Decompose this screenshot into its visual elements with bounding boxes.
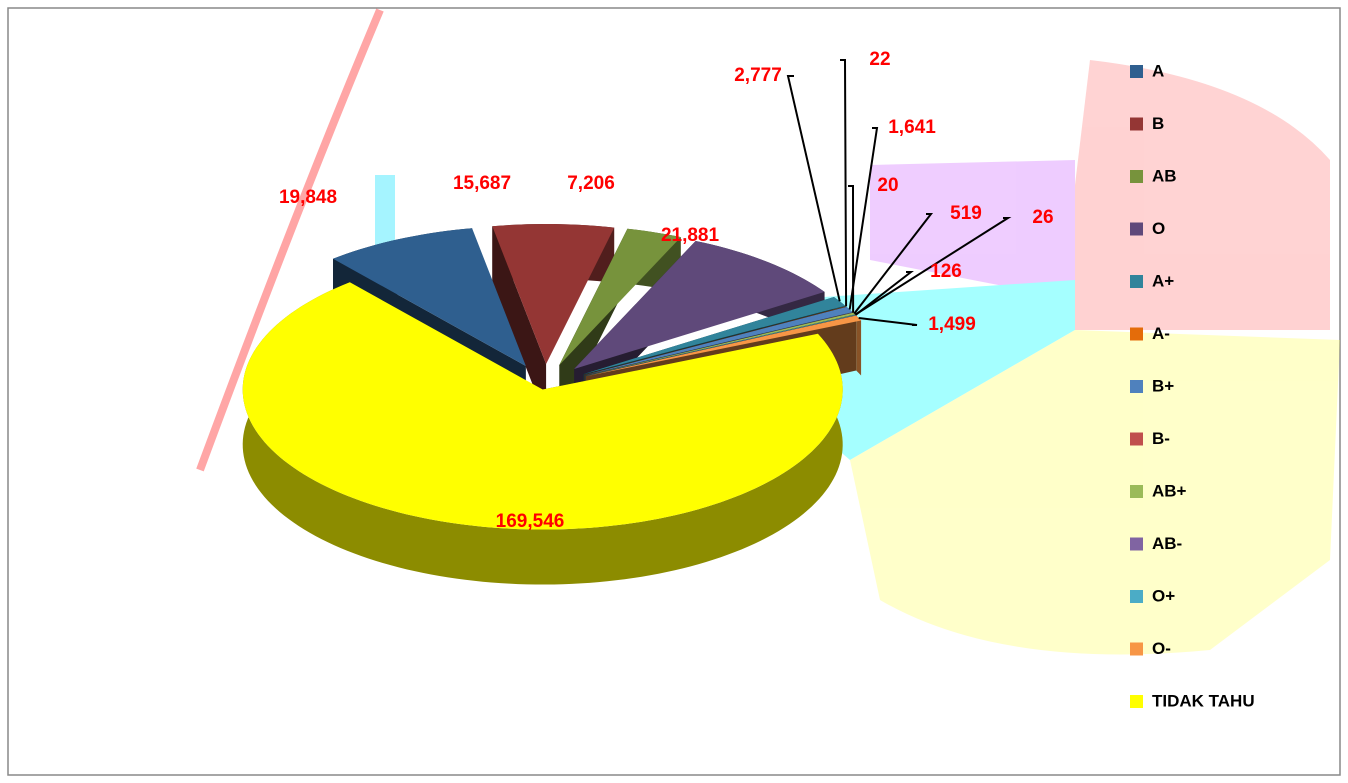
legend-label: B <box>1152 114 1164 133</box>
slice <box>585 315 862 377</box>
data-label: 1,499 <box>928 314 976 335</box>
data-label: 20 <box>877 175 898 196</box>
legend-label: AB- <box>1152 534 1182 553</box>
leader-line <box>840 59 848 307</box>
legend-swatch <box>1130 117 1143 131</box>
data-label: 519 <box>950 203 982 224</box>
leader-line <box>786 75 841 302</box>
legend-label: A+ <box>1152 271 1174 290</box>
slice <box>584 306 847 375</box>
slice-wall <box>492 226 547 420</box>
slice <box>585 314 856 376</box>
legend-swatch <box>1130 170 1143 183</box>
data-label: 19,848 <box>279 187 337 208</box>
slice <box>242 282 843 530</box>
legend-swatch <box>1130 590 1143 603</box>
legend-label: B+ <box>1152 376 1174 395</box>
leader-line <box>854 271 914 316</box>
data-label: 7,206 <box>567 173 615 194</box>
legend-swatch <box>1130 537 1143 551</box>
legend-swatch <box>1130 327 1143 341</box>
legend-label: A- <box>1152 324 1170 343</box>
slice <box>585 314 856 376</box>
slice <box>559 228 681 366</box>
data-label: 26 <box>1032 207 1053 228</box>
legend-label: O <box>1152 219 1165 238</box>
slice-side <box>856 315 862 376</box>
leader-line <box>848 185 855 313</box>
leader-line <box>853 213 934 315</box>
slice <box>585 312 854 376</box>
legend-label: AB+ <box>1152 481 1187 500</box>
legend-swatch <box>1130 695 1143 708</box>
legend-swatch <box>1130 485 1143 498</box>
slice <box>574 240 825 369</box>
leader-line <box>858 316 918 326</box>
legend-swatch <box>1130 432 1143 446</box>
data-label: 2,777 <box>734 65 782 86</box>
legend-label: TIDAK TAHU <box>1152 691 1255 710</box>
legend-swatch <box>1130 380 1143 393</box>
slice <box>492 224 615 365</box>
leader-line <box>854 217 1012 316</box>
legend-swatch <box>1130 65 1143 78</box>
data-label: 1,641 <box>888 117 936 138</box>
data-label: 126 <box>930 261 962 282</box>
legend-swatch <box>1130 275 1143 288</box>
background-decoration <box>196 8 1340 655</box>
data-label: 21,881 <box>661 225 720 246</box>
data-label: 169,546 <box>496 511 565 532</box>
data-label: 15,687 <box>453 173 511 194</box>
legend-label: A <box>1152 61 1164 80</box>
legend-label: AB <box>1152 166 1177 185</box>
slice <box>333 228 526 366</box>
data-label: 22 <box>869 49 890 70</box>
slice <box>584 306 853 376</box>
legend-label: O+ <box>1152 586 1175 605</box>
legend-label: O- <box>1152 639 1171 658</box>
plot-area: 19,848 15,687 7,206 21,881 2,777 22 1,641 20 519… <box>242 49 1054 585</box>
slice <box>585 312 856 376</box>
legend-swatch <box>1130 222 1143 236</box>
slice <box>583 297 846 375</box>
leader-line <box>848 127 879 310</box>
legend-swatch <box>1130 642 1143 656</box>
legend-label: B- <box>1152 429 1170 448</box>
